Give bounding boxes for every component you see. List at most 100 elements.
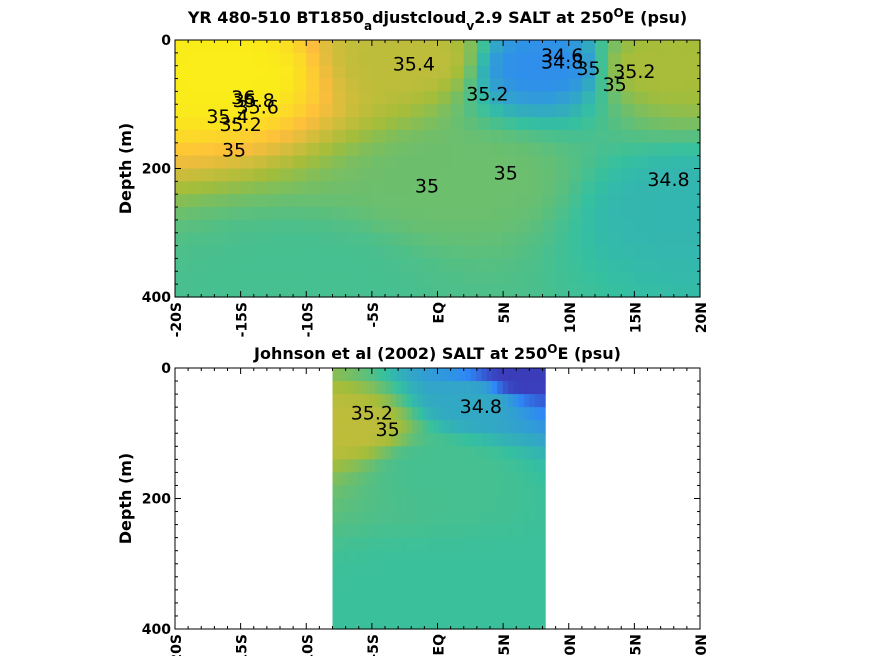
x-tick-label: -20S xyxy=(169,634,185,656)
heatmap-cell xyxy=(375,550,381,565)
heatmap-cell xyxy=(673,284,688,298)
heatmap-cell xyxy=(516,245,530,260)
heatmap-cell xyxy=(227,91,242,105)
heatmap-cell xyxy=(534,368,541,382)
heatmap-cell xyxy=(375,381,381,395)
heatmap-cell xyxy=(390,446,397,460)
heatmap-cell xyxy=(428,589,435,604)
heatmap-cell xyxy=(396,498,403,513)
heatmap-cell xyxy=(503,129,517,144)
heatmap-cell xyxy=(595,78,609,92)
heatmap-cell xyxy=(332,433,339,447)
heatmap-cell xyxy=(385,181,399,195)
heatmap-cell xyxy=(660,142,675,157)
x-tick-label: -5S xyxy=(366,634,382,656)
heatmap-cell xyxy=(502,381,509,395)
heatmap-cell xyxy=(337,576,344,591)
heatmap-cell xyxy=(424,181,439,195)
heatmap-cell xyxy=(214,91,229,105)
heatmap-cell xyxy=(353,485,360,500)
heatmap-cell xyxy=(507,459,514,473)
heatmap-cell xyxy=(450,271,465,285)
heatmap-cell xyxy=(438,420,445,434)
heatmap-cell xyxy=(518,589,525,604)
heatmap-cell xyxy=(454,524,461,539)
heatmap-cell xyxy=(497,511,504,526)
heatmap-cell xyxy=(581,65,596,80)
heatmap-cell xyxy=(401,511,408,526)
heatmap-cell xyxy=(634,168,649,182)
heatmap-cell xyxy=(595,65,609,80)
heatmap-cell xyxy=(428,511,435,526)
heatmap-cell xyxy=(449,511,456,526)
heatmap-cell xyxy=(476,271,491,285)
heatmap-cell xyxy=(433,368,440,382)
heatmap-cell xyxy=(348,459,355,473)
heatmap-cell xyxy=(660,129,675,144)
heatmap-cell xyxy=(385,602,392,617)
heatmap-cell xyxy=(240,65,255,80)
heatmap-cell xyxy=(319,142,334,157)
heatmap-cell xyxy=(412,524,419,539)
y-axis-label: Depth (m) xyxy=(116,123,135,215)
heatmap-cell xyxy=(371,142,386,157)
heatmap-cell xyxy=(214,194,229,208)
heatmap-cell xyxy=(411,168,425,182)
heatmap-cell xyxy=(534,485,541,500)
heatmap-cell xyxy=(465,563,472,578)
heatmap-cell xyxy=(529,65,544,80)
heatmap-cell xyxy=(555,142,570,157)
heatmap-cell xyxy=(428,433,435,447)
heatmap-cell xyxy=(424,168,439,182)
heatmap-cell xyxy=(332,498,339,513)
heatmap-cell xyxy=(454,511,461,526)
heatmap-cell xyxy=(490,219,504,234)
heatmap-cell xyxy=(555,245,570,260)
heatmap-cell xyxy=(595,245,609,260)
heatmap-cell xyxy=(516,142,530,157)
heatmap-cell xyxy=(608,168,622,182)
heatmap-cell xyxy=(463,284,478,298)
heatmap-cell xyxy=(417,524,424,539)
heatmap-cell xyxy=(293,117,307,131)
heatmap-cell xyxy=(433,524,440,539)
heatmap-cell xyxy=(463,181,478,195)
heatmap-cell xyxy=(406,589,413,604)
heatmap-cell xyxy=(503,65,517,80)
heatmap-cell xyxy=(411,129,425,144)
heatmap-cell xyxy=(428,615,435,630)
heatmap-cell xyxy=(398,168,412,182)
heatmap-cell xyxy=(595,219,609,234)
heatmap-cell xyxy=(343,550,350,565)
heatmap-cell xyxy=(422,511,429,526)
heatmap-cell xyxy=(460,524,466,539)
heatmap-cell xyxy=(293,207,307,221)
heatmap-cell xyxy=(417,407,424,421)
heatmap-cell xyxy=(444,550,451,565)
heatmap-cell xyxy=(608,271,622,285)
heatmap-cell xyxy=(647,117,662,131)
heatmap-cell xyxy=(507,576,514,591)
heatmap-cell xyxy=(293,40,307,54)
heatmap-cell xyxy=(280,142,294,157)
heatmap-cell xyxy=(539,368,546,382)
heatmap-cell xyxy=(497,563,504,578)
heatmap-cell xyxy=(507,563,514,578)
heatmap-cell xyxy=(491,563,498,578)
heatmap-cell xyxy=(253,271,268,285)
heatmap-cell xyxy=(502,615,509,630)
heatmap-cell xyxy=(412,381,419,395)
heatmap-cell xyxy=(332,65,347,80)
heatmap-cell xyxy=(385,91,399,105)
heatmap-cell xyxy=(518,433,525,447)
heatmap-cell xyxy=(412,407,419,421)
heatmap-cell xyxy=(568,155,583,170)
heatmap-cell xyxy=(595,104,609,118)
heatmap-cell xyxy=(411,78,425,92)
heatmap-cell xyxy=(240,207,255,221)
heatmap-cell xyxy=(293,78,307,92)
heatmap-cell xyxy=(529,615,536,630)
heatmap-cell xyxy=(401,498,408,513)
heatmap-cell xyxy=(417,446,424,460)
heatmap-cell xyxy=(406,524,413,539)
